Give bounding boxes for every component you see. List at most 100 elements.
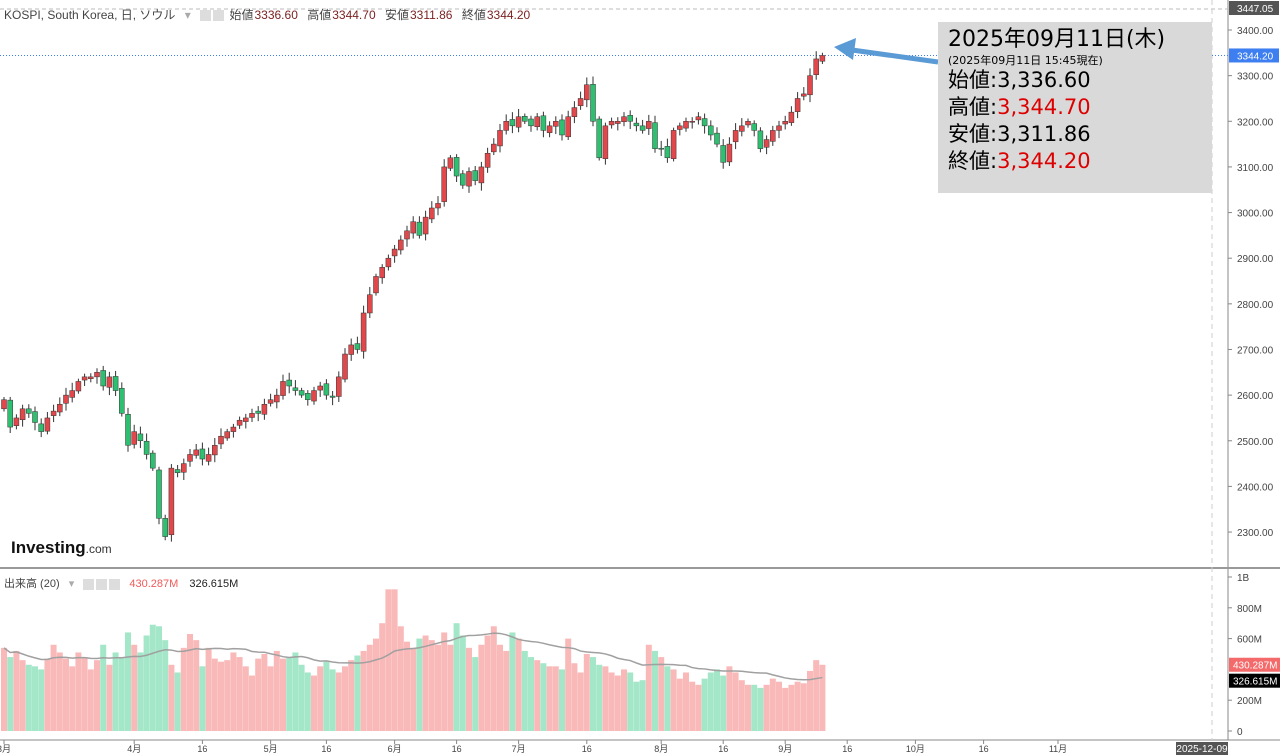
candle-up — [615, 121, 621, 124]
end-date-badge — [1176, 742, 1228, 755]
candle-down — [652, 122, 658, 149]
candle-up — [794, 98, 801, 112]
candle-up — [317, 385, 323, 391]
volume-ma-value: 326.615M — [189, 578, 239, 590]
candle-up — [484, 152, 491, 168]
candle-up — [497, 130, 503, 147]
candle-down — [137, 433, 144, 442]
volume-bar — [242, 666, 249, 731]
candle-up — [193, 449, 199, 456]
candle-up — [732, 130, 739, 143]
candle-down — [509, 119, 516, 127]
candle-up — [267, 399, 274, 404]
candle-down — [472, 170, 478, 181]
volume-tick-label: 1B — [1237, 573, 1250, 584]
volume-bar — [707, 672, 714, 731]
candle-down — [708, 125, 714, 136]
candle-up — [466, 171, 472, 187]
volume-bar — [484, 635, 491, 731]
symbol-label[interactable]: KOSPI, South Korea, 日, ソウル — [4, 8, 176, 22]
candle-up — [565, 116, 571, 138]
volume-bar — [149, 624, 156, 731]
candle-up — [44, 417, 51, 432]
candle-down — [7, 399, 13, 428]
candle-up — [1, 399, 7, 410]
row-label: 終値 — [948, 149, 990, 173]
volume-bar — [255, 658, 262, 731]
candle-up — [571, 107, 578, 117]
volume-bar — [813, 660, 820, 731]
volume-bar — [354, 655, 361, 731]
price-tick-label: 2800.00 — [1237, 300, 1274, 311]
visibility-icon[interactable] — [200, 10, 212, 22]
volume-bar — [726, 666, 733, 731]
annotation-arrow — [851, 47, 939, 65]
time-tick-label: 4月 — [127, 744, 141, 754]
price-tick-label: 2300.00 — [1237, 528, 1274, 539]
candle-up — [689, 121, 695, 123]
price-tick-label: 2900.00 — [1237, 254, 1274, 265]
close-icon[interactable] — [109, 578, 121, 590]
candle-up — [739, 125, 745, 132]
candle-up — [491, 143, 497, 153]
high-label: 高値 — [307, 8, 332, 22]
volume-bar — [800, 683, 807, 731]
dropdown-icon[interactable]: ▾ — [68, 578, 75, 590]
dropdown-icon[interactable]: ▾ — [184, 8, 191, 22]
candle-down — [559, 119, 565, 136]
candle-up — [770, 130, 776, 142]
candle-up — [106, 376, 113, 388]
time-tick-label: 16 — [979, 744, 989, 754]
volume-bar — [236, 657, 243, 731]
candle-up — [168, 467, 175, 536]
candle-up — [360, 312, 367, 352]
row-label: 始値 — [948, 68, 990, 92]
volume-bar — [366, 644, 373, 731]
volume-bar — [174, 672, 181, 731]
candle-up — [646, 121, 652, 129]
candle-up — [311, 390, 317, 402]
candle-down — [751, 123, 757, 131]
candle-down — [540, 115, 547, 131]
visibility-icon[interactable] — [83, 578, 95, 590]
candle-down — [701, 118, 708, 127]
candle-up — [683, 121, 689, 129]
time-tick-label: 16 — [321, 744, 331, 754]
volume-bar — [676, 678, 683, 731]
volume-bar — [435, 644, 441, 731]
volume-bar — [769, 678, 776, 731]
volume-bar — [453, 623, 460, 731]
volume-bar — [218, 661, 224, 731]
gear-icon[interactable] — [213, 10, 225, 22]
gear-icon[interactable] — [96, 578, 108, 590]
candle-down — [286, 379, 292, 387]
volume-bar — [7, 657, 14, 731]
candle-up — [726, 143, 733, 163]
candle-up — [336, 376, 342, 397]
volume-bar — [404, 641, 410, 731]
top-price-badge — [1229, 1, 1279, 15]
volume-bar — [745, 684, 751, 731]
candle-up — [75, 381, 82, 392]
low-label: 安値 — [384, 8, 409, 22]
candle-up — [249, 413, 255, 418]
high-value: 3344.70 — [332, 8, 376, 22]
candle-down — [633, 122, 640, 127]
volume-bar — [720, 675, 727, 731]
volume-bar — [348, 660, 355, 731]
volume-bar — [497, 644, 503, 731]
volume-label[interactable]: 出来高 (20) — [4, 578, 60, 590]
volume-bar — [13, 650, 20, 731]
candle-up — [621, 116, 627, 122]
last-price-label: 3344.20 — [1237, 51, 1274, 62]
candle-down — [199, 448, 206, 460]
candle-down — [298, 390, 305, 396]
volume-bar — [118, 657, 125, 731]
candle-up — [94, 372, 100, 378]
candle-down — [112, 376, 119, 391]
open-label: 始値 — [229, 8, 254, 22]
time-tick-label: 6月 — [388, 744, 402, 754]
candle-up — [243, 417, 249, 422]
price-tick-label: 2700.00 — [1237, 345, 1274, 356]
